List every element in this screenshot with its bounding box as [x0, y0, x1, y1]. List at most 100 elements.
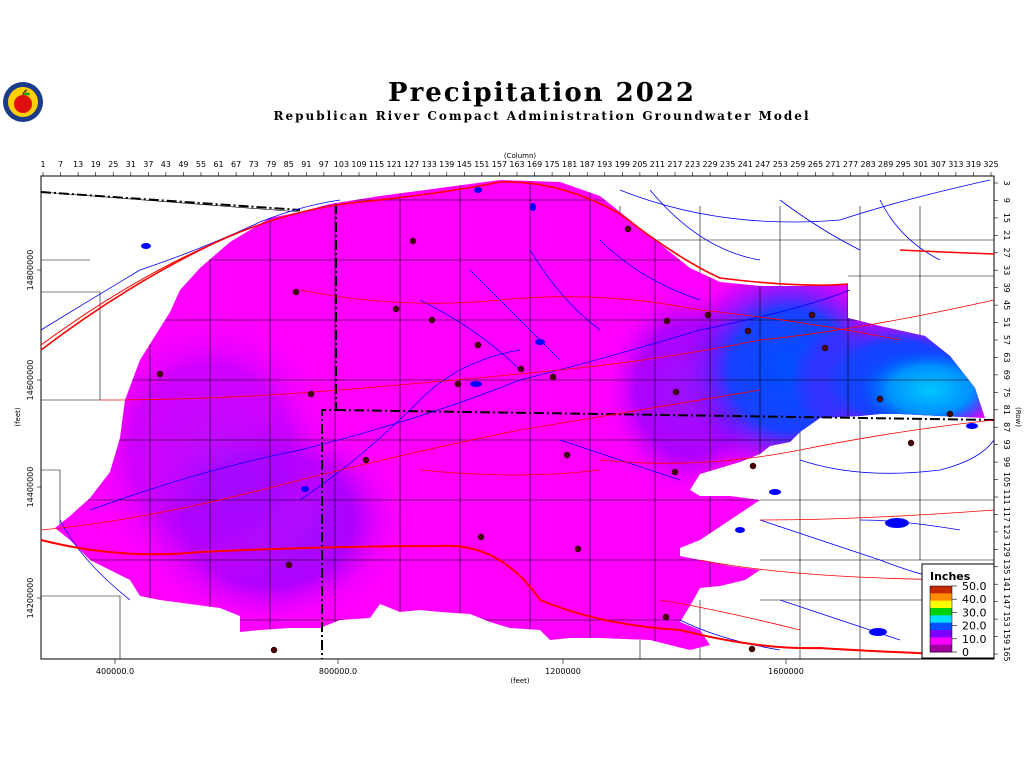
station-marker	[876, 395, 884, 403]
row-tick-label: 111	[1002, 489, 1011, 504]
station-marker	[270, 646, 278, 654]
station-marker	[549, 373, 557, 381]
column-tick-label: 55	[196, 160, 206, 169]
legend-swatch	[930, 637, 952, 646]
column-axis-label: (Column)	[504, 152, 537, 160]
column-tick-label: 79	[266, 160, 276, 169]
legend-swatch	[930, 600, 952, 609]
legend-swatch	[930, 644, 952, 653]
legend-swatch	[930, 622, 952, 631]
legend-swatch	[930, 630, 952, 638]
row-tick-label: 57	[1002, 335, 1011, 345]
column-tick-label: 67	[231, 160, 241, 169]
station-marker	[663, 317, 671, 325]
column-tick-label: 109	[351, 160, 366, 169]
weather-stations	[156, 225, 954, 654]
x-tick-label: 800000.0	[319, 667, 357, 676]
lakes	[141, 187, 978, 636]
y-tick-label: 14200000	[26, 578, 35, 619]
station-marker	[428, 316, 436, 324]
column-tick-label: 319	[966, 160, 981, 169]
column-tick-label: 235	[720, 160, 735, 169]
column-tick-label: 19	[91, 160, 101, 169]
station-marker	[748, 645, 756, 653]
row-tick-label: 135	[1002, 559, 1011, 574]
row-tick-label: 39	[1002, 283, 1011, 293]
row-tick-label: 165	[1002, 646, 1011, 661]
station-marker	[744, 327, 752, 335]
column-tick-label: 127	[404, 160, 419, 169]
column-tick-label: 193	[597, 160, 612, 169]
column-tick-label: 181	[562, 160, 577, 169]
station-marker	[285, 561, 293, 569]
station-marker	[477, 533, 485, 541]
row-tick-label: 69	[1002, 370, 1011, 380]
column-tick-label: 37	[143, 160, 153, 169]
station-marker	[307, 390, 315, 398]
row-axis-label: (Row)	[1014, 407, 1022, 427]
row-tick-label: 99	[1002, 457, 1011, 467]
row-tick-label: 159	[1002, 629, 1011, 644]
station-marker	[662, 613, 670, 621]
x-tick-label: 1200000	[545, 667, 581, 676]
column-tick-label: 241	[738, 160, 753, 169]
row-tick-label: 147	[1002, 594, 1011, 609]
legend-swatch	[930, 608, 952, 616]
column-tick-label: 49	[178, 160, 188, 169]
station-marker	[409, 237, 417, 245]
station-marker	[574, 545, 582, 553]
y-tick-label: 14600000	[26, 360, 35, 401]
x-tick-label: 1600000	[768, 667, 804, 676]
column-tick-label: 271	[825, 160, 840, 169]
legend-label: 20.0	[962, 620, 987, 633]
column-tick-label: 199	[615, 160, 630, 169]
column-tick-label: 85	[284, 160, 294, 169]
row-tick-label: 27	[1002, 248, 1011, 258]
column-tick-label: 163	[509, 160, 524, 169]
row-tick-label: 63	[1002, 352, 1011, 362]
column-tick-label: 1	[40, 160, 45, 169]
chart-subtitle: Republican River Compact Administration …	[273, 109, 811, 123]
station-marker	[672, 388, 680, 396]
legend-title: Inches	[930, 570, 971, 583]
column-tick-label: 259	[790, 160, 805, 169]
y-axis: 14800000 14600000 14400000 14200000	[26, 250, 41, 619]
column-tick-label: 277	[843, 160, 858, 169]
column-tick-label: 7	[58, 160, 63, 169]
y-tick-label: 14400000	[26, 467, 35, 508]
column-tick-label: 115	[369, 160, 384, 169]
column-tick-label: 289	[878, 160, 893, 169]
chart-title: Precipitation 2022	[388, 78, 696, 108]
column-tick-label: 253	[773, 160, 788, 169]
column-tick-label: 31	[126, 160, 136, 169]
row-tick-label: 45	[1002, 300, 1011, 310]
column-tick-label: 151	[474, 160, 489, 169]
column-tick-label: 133	[422, 160, 437, 169]
x-axis: 400000.0 800000.0 1200000 1600000	[96, 659, 804, 676]
row-tick-label: 21	[1002, 230, 1011, 240]
station-marker	[454, 380, 462, 388]
column-tick-label: 121	[386, 160, 401, 169]
column-tick-label: 13	[73, 160, 83, 169]
column-tick-label: 157	[492, 160, 507, 169]
legend-label: 40.0	[962, 593, 987, 606]
column-tick-label: 97	[319, 160, 329, 169]
column-tick-label: 73	[249, 160, 259, 169]
row-tick-label: 105	[1002, 472, 1011, 487]
column-tick-label: 205	[632, 160, 647, 169]
row-tick-label: 3	[1002, 180, 1011, 185]
station-marker	[624, 225, 632, 233]
logo-icon	[3, 82, 43, 122]
column-tick-label: 211	[650, 160, 665, 169]
row-tick-label: 81	[1002, 405, 1011, 415]
legend-swatch	[930, 593, 952, 602]
station-marker	[392, 305, 400, 313]
station-marker	[704, 311, 712, 319]
legend-color-bar	[929, 585, 953, 653]
column-tick-label: 301	[913, 160, 928, 169]
column-tick-label: 175	[544, 160, 559, 169]
legend-swatch	[930, 615, 952, 624]
column-tick-label: 25	[108, 160, 118, 169]
y-tick-label: 14800000	[26, 250, 35, 291]
legend-label: 10.0	[962, 633, 987, 646]
